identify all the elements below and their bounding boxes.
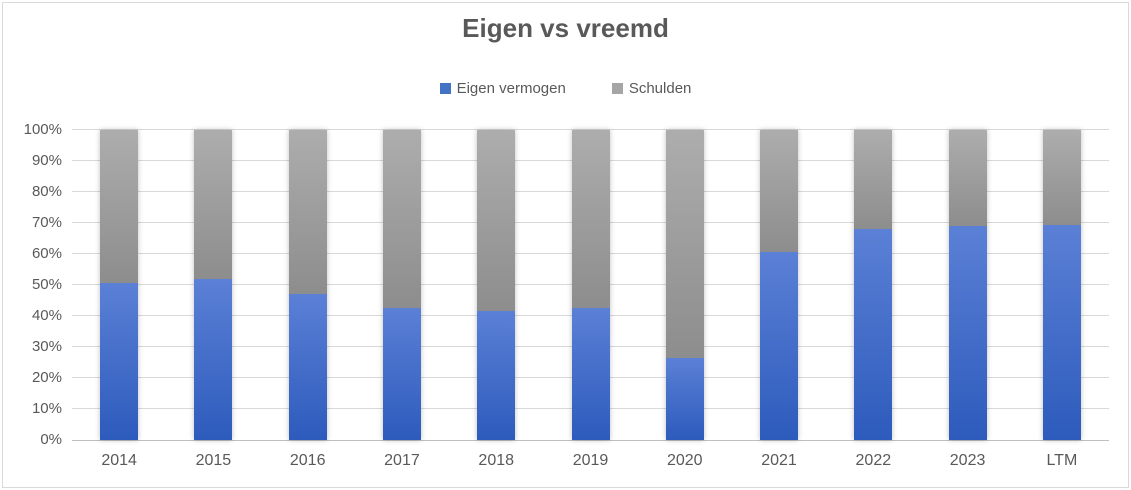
bar-segment-eigen-vermogen xyxy=(854,229,893,440)
bar-stack-2017 xyxy=(382,130,421,440)
x-tick-label-2023: 2023 xyxy=(949,452,986,469)
x-tick-label-2017: 2017 xyxy=(384,452,420,469)
x-tick-label-2015: 2015 xyxy=(195,452,232,469)
x-tick-label-2020: 2020 xyxy=(666,452,703,469)
bar-stack-2016 xyxy=(288,130,327,440)
plot-area xyxy=(72,129,1109,441)
y-tick-label: 60% xyxy=(31,245,62,262)
bar-segment-schulden xyxy=(288,130,327,295)
y-tick-label: 10% xyxy=(31,400,62,417)
bar-stack-2015 xyxy=(194,130,233,440)
y-tick-label: 30% xyxy=(31,338,62,355)
y-tick-label: 40% xyxy=(31,307,62,324)
x-tick-label-2016: 2016 xyxy=(289,452,326,469)
y-tick-label: 90% xyxy=(31,152,62,169)
bar-stack-2023 xyxy=(948,130,987,440)
y-tick-label: 0% xyxy=(40,431,62,448)
bar-segment-schulden xyxy=(665,130,704,358)
x-tick-label-2018: 2018 xyxy=(478,452,515,469)
bar-segment-schulden xyxy=(100,130,139,284)
bar-segment-schulden xyxy=(1042,130,1081,225)
bar-segment-eigen-vermogen xyxy=(288,294,327,440)
legend-swatch-schulden-icon xyxy=(611,83,623,94)
bar-segment-schulden xyxy=(571,130,610,309)
legend-swatch-eigen-vermogen-icon xyxy=(439,83,451,94)
y-tick-label: 100% xyxy=(23,121,62,138)
bar-segment-eigen-vermogen xyxy=(382,308,421,440)
bar-stack-2021 xyxy=(760,130,799,440)
bar-segment-eigen-vermogen xyxy=(100,283,139,440)
bar-segment-eigen-vermogen xyxy=(1042,224,1081,440)
y-tick-label: 20% xyxy=(31,369,62,386)
gridline xyxy=(72,129,1109,130)
legend-item-eigen-vermogen: Eigen vermogen xyxy=(439,80,566,97)
x-tick-label-LTM: LTM xyxy=(1046,452,1078,469)
bar-segment-schulden xyxy=(194,130,233,279)
bar-segment-schulden xyxy=(948,130,987,227)
chart-legend: Eigen vermogen Schulden xyxy=(0,80,1131,97)
bar-stack-2019 xyxy=(571,130,610,440)
x-tick-label-2019: 2019 xyxy=(572,452,609,469)
x-tick-label-2022: 2022 xyxy=(855,452,892,469)
legend-label-schulden: Schulden xyxy=(628,80,692,97)
x-tick-label-2021: 2021 xyxy=(761,452,797,469)
bar-stack-LTM xyxy=(1042,130,1081,440)
bar-stack-2020 xyxy=(665,130,704,440)
bar-segment-eigen-vermogen xyxy=(194,278,233,440)
bar-segment-schulden xyxy=(477,130,516,312)
legend-item-schulden: Schulden xyxy=(611,80,692,97)
bar-segment-eigen-vermogen xyxy=(571,308,610,440)
chart-title: Eigen vs vreemd xyxy=(462,13,669,43)
bar-segment-eigen-vermogen xyxy=(477,311,516,440)
y-tick-label: 80% xyxy=(31,183,62,200)
x-tick-label-2014: 2014 xyxy=(101,452,137,469)
legend-label-eigen-vermogen: Eigen vermogen xyxy=(456,80,566,97)
bar-stack-2022 xyxy=(854,130,893,440)
y-tick-label: 70% xyxy=(31,214,62,231)
bar-segment-eigen-vermogen xyxy=(665,357,704,440)
bar-segment-schulden xyxy=(854,130,893,230)
bar-segment-schulden xyxy=(382,130,421,309)
bar-stack-2018 xyxy=(477,130,516,440)
bar-segment-eigen-vermogen xyxy=(948,226,987,440)
bar-stack-2014 xyxy=(100,130,139,440)
bar-segment-eigen-vermogen xyxy=(760,252,799,440)
x-axis-line xyxy=(72,440,1109,441)
y-tick-label: 50% xyxy=(31,276,62,293)
bar-segment-schulden xyxy=(760,130,799,253)
